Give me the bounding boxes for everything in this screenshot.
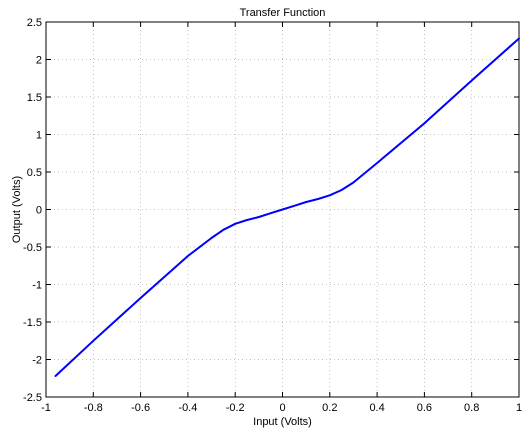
x-tick-label: -0.8 [84, 402, 103, 414]
x-tick-label: -0.6 [131, 402, 150, 414]
y-tick-label: -2 [32, 355, 42, 367]
x-tick-label: 0 [279, 402, 285, 414]
x-tick-label: -0.4 [178, 402, 197, 414]
y-axis-label: Output (Volts) [11, 176, 23, 243]
x-tick-label: 0.2 [322, 402, 337, 414]
axis-ticks: -1 -0.8 -0.6 -0.4 -0.2 0 0.2 0.4 0.6 0.8 1 -2.5 -2 -1… [23, 17, 522, 414]
y-tick-label: -1 [32, 280, 42, 292]
y-tick-label: -1.5 [23, 317, 42, 329]
y-tick-label: 1 [36, 130, 42, 142]
x-tick-label: -0.2 [226, 402, 245, 414]
x-tick-label: 0.8 [464, 402, 479, 414]
x-tick-label: 0.6 [417, 402, 432, 414]
y-tick-label: 1.5 [27, 92, 42, 104]
y-tick-label: 0.5 [27, 167, 42, 179]
y-tick-label: 0 [36, 205, 42, 217]
x-tick-label: 0.4 [369, 402, 384, 414]
y-tick-label: -0.5 [23, 242, 42, 254]
chart-title: Transfer Function [240, 7, 326, 19]
series-layer [54, 37, 520, 377]
x-tick-label: -1 [41, 402, 51, 414]
series-line [54, 37, 520, 377]
y-tick-label: 2.5 [27, 17, 42, 29]
y-tick-label: 2 [36, 55, 42, 67]
x-tick-label: 1 [516, 402, 522, 414]
x-axis-label: Input (Volts) [253, 416, 312, 428]
y-tick-label: -2.5 [23, 392, 42, 404]
